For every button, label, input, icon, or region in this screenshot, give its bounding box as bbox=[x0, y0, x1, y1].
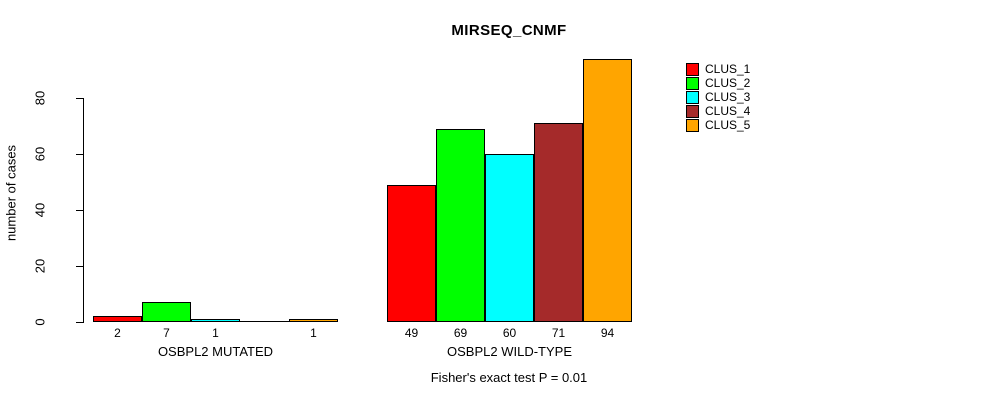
legend-item-clus-4: CLUS_4 bbox=[686, 105, 750, 118]
y-axis-tick bbox=[76, 210, 83, 211]
bar-value-label-clus-1-wild-type: 49 bbox=[404, 326, 419, 340]
y-tick-label-80: 80 bbox=[32, 90, 48, 106]
y-axis-tick bbox=[76, 322, 83, 323]
y-axis-label: number of cases bbox=[3, 144, 19, 242]
caption-fishers-test: Fisher's exact test P = 0.01 bbox=[430, 370, 588, 385]
bar-clus-5-wild-type bbox=[583, 59, 632, 322]
legend-swatch-icon bbox=[686, 91, 699, 104]
legend-swatch-icon bbox=[686, 105, 699, 118]
bar-clus-3-mutated bbox=[191, 319, 240, 322]
bar-value-label-clus-5-mutated: 1 bbox=[310, 326, 317, 340]
y-tick-label-20: 20 bbox=[32, 258, 48, 274]
legend-item-clus-1: CLUS_1 bbox=[686, 63, 750, 76]
legend-swatch-icon bbox=[686, 77, 699, 90]
bar-value-label-clus-2-mutated: 7 bbox=[163, 326, 170, 340]
bar-value-label-clus-4-wild-type: 71 bbox=[551, 326, 566, 340]
bar-value-label-clus-5-wild-type: 94 bbox=[600, 326, 615, 340]
legend-label: CLUS_3 bbox=[705, 90, 751, 104]
y-tick-label-0: 0 bbox=[32, 318, 48, 326]
y-axis-tick bbox=[76, 98, 83, 99]
bar-value-label-clus-3-mutated: 1 bbox=[212, 326, 219, 340]
legend-label: CLUS_5 bbox=[705, 118, 751, 132]
legend-swatch-icon bbox=[686, 119, 699, 132]
bar-clus-4-mutated-zero bbox=[240, 321, 290, 322]
legend: CLUS_1 CLUS_2 CLUS_3 CLUS_4 CLUS_5 bbox=[686, 63, 750, 133]
bar-clus-4-wild-type bbox=[534, 123, 583, 322]
legend-label: CLUS_2 bbox=[705, 76, 751, 90]
x-group-label-wild-type: OSBPL2 WILD-TYPE bbox=[447, 344, 572, 359]
y-tick-label-60: 60 bbox=[32, 146, 48, 162]
x-group-label-mutated: OSBPL2 MUTATED bbox=[157, 344, 274, 359]
legend-item-clus-2: CLUS_2 bbox=[686, 77, 750, 90]
legend-item-clus-5: CLUS_5 bbox=[686, 119, 750, 132]
bar-value-label-clus-1-mutated: 2 bbox=[114, 326, 121, 340]
legend-swatch-icon bbox=[686, 63, 699, 76]
bar-clus-2-mutated bbox=[142, 302, 191, 322]
y-tick-label-40: 40 bbox=[32, 202, 48, 218]
y-axis-tick bbox=[76, 154, 83, 155]
bar-clus-3-wild-type bbox=[485, 154, 534, 322]
y-axis-line bbox=[83, 98, 84, 323]
bar-value-label-clus-2-wild-type: 69 bbox=[453, 326, 468, 340]
legend-item-clus-3: CLUS_3 bbox=[686, 91, 750, 104]
bar-clus-5-mutated bbox=[289, 319, 338, 322]
bar-value-label-clus-3-wild-type: 60 bbox=[502, 326, 517, 340]
legend-label: CLUS_4 bbox=[705, 104, 751, 118]
legend-label: CLUS_1 bbox=[705, 62, 751, 76]
bar-clus-1-wild-type bbox=[387, 185, 436, 322]
bar-clus-1-mutated bbox=[93, 316, 142, 322]
bar-clus-2-wild-type bbox=[436, 129, 485, 322]
chart-title: MIRSEQ_CNMF bbox=[451, 22, 567, 39]
y-axis-tick bbox=[76, 266, 83, 267]
